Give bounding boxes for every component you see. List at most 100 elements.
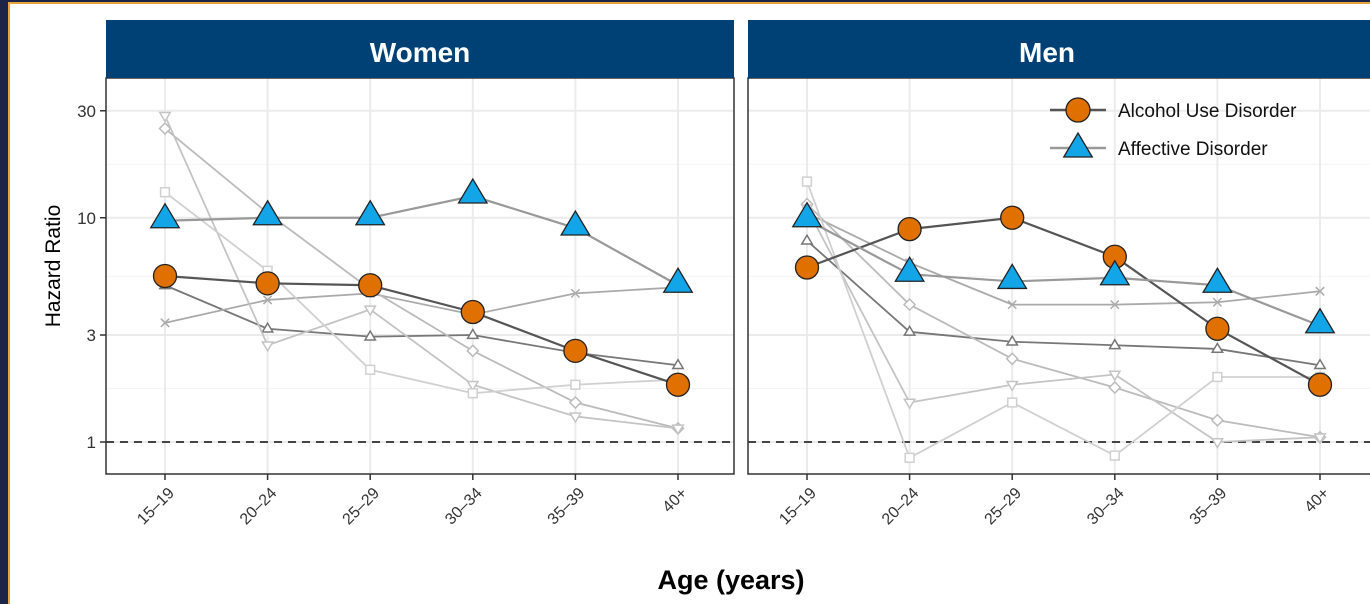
data-point-triangle-down-open	[568, 412, 582, 424]
legend-item: Affective Disorder	[1050, 131, 1268, 160]
data-point-triangle	[560, 209, 591, 236]
x-tick-label: 30–34	[442, 485, 486, 529]
data-point-triangle-down-open	[1005, 380, 1019, 392]
series-line	[164, 286, 679, 324]
x-tick-label: 15–19	[134, 485, 178, 529]
panel-strip	[106, 20, 734, 78]
series-alcohol-use-disorder	[794, 205, 1333, 397]
y-tick-label: 10	[77, 209, 96, 228]
data-point-triangle	[894, 255, 925, 282]
data-point-triangle	[996, 263, 1028, 290]
x-tick-label: 25–29	[340, 485, 384, 529]
data-point-square-open	[1007, 397, 1018, 408]
data-point-circle	[1205, 316, 1230, 341]
x-tick-label: 20–24	[879, 485, 923, 529]
data-point-triangle	[149, 202, 181, 229]
data-point-circle	[460, 299, 485, 325]
data-point-triangle-down-open	[671, 424, 685, 436]
data-point-square-open	[570, 379, 581, 390]
data-point-diamond-open	[568, 395, 582, 410]
data-point-square-open	[1109, 450, 1120, 461]
y-axis-title: Hazard Ratio	[42, 205, 65, 328]
data-point-circle	[1307, 372, 1333, 397]
data-point-triangle	[1202, 266, 1233, 293]
data-point-triangle-open	[363, 329, 377, 341]
series-line	[806, 203, 1321, 439]
data-point-triangle-down-open	[1210, 437, 1224, 449]
series-line	[164, 191, 679, 395]
data-point-circle	[563, 338, 588, 363]
data-point-triangle-open	[800, 233, 814, 245]
data-point-x	[1212, 297, 1223, 307]
data-point-x	[1110, 299, 1120, 310]
x-tick-label: 40+	[1302, 485, 1333, 516]
data-point-triangle-down-open	[158, 111, 172, 123]
data-point-triangle	[1304, 307, 1336, 334]
panel-strip	[748, 20, 1370, 78]
data-point-triangle-down-open	[903, 398, 917, 410]
hazard-ratio-chart: Hazard Ratio Age (years) Women 15–19 20–24…	[42, 20, 1370, 595]
data-point-diamond-open	[1005, 352, 1019, 366]
data-point-triangle-open	[1313, 358, 1327, 370]
data-point-triangle-open	[903, 324, 917, 336]
data-point-triangle-open	[466, 328, 480, 340]
data-point-diamond-open	[1210, 413, 1224, 427]
legend-item: Alcohol Use Disorder	[1050, 97, 1297, 123]
series-other	[800, 233, 1327, 370]
data-point-square-open	[467, 388, 478, 399]
data-point-x	[262, 295, 273, 305]
data-point-square-open	[159, 187, 171, 198]
series-alcohol-use-disorder	[152, 263, 691, 397]
y-tick-label: 1	[87, 433, 96, 452]
series-line	[806, 212, 1321, 306]
panel-title: Women	[370, 37, 471, 68]
series-line	[806, 181, 1320, 460]
series-line	[164, 284, 679, 367]
series-line	[806, 240, 1321, 367]
data-point-x	[570, 288, 581, 299]
series-line	[164, 274, 679, 386]
x-tick-label: 25–29	[982, 485, 1026, 529]
y-tick-label: 30	[77, 102, 96, 121]
data-point-x	[160, 318, 170, 328]
x-tick-label: 40+	[660, 485, 691, 516]
data-point-triangle	[457, 177, 489, 204]
data-point-triangle-down-open	[363, 305, 377, 317]
data-point-circle	[255, 271, 280, 296]
legend: Alcohol Use Disorder Affective Disorder	[1050, 97, 1297, 160]
data-point-triangle-down-open	[1313, 433, 1327, 445]
data-point-diamond-open	[158, 121, 172, 136]
series-line	[164, 194, 679, 287]
panel-men: Men 15–19 20–24 25–29 30–34 35–39 40+	[747, 20, 1370, 529]
legend-triangle-icon	[1062, 131, 1094, 158]
data-point-triangle	[1099, 259, 1131, 286]
data-point-square-open	[365, 364, 376, 375]
data-point-diamond-open	[1108, 380, 1122, 395]
data-point-triangle-down-open	[466, 380, 480, 392]
series-other	[158, 278, 685, 370]
data-point-circle	[152, 263, 178, 289]
data-point-circle	[358, 273, 383, 298]
x-axis-title: Age (years)	[657, 565, 804, 595]
x-tick-label: 15–19	[776, 485, 820, 529]
series-line	[164, 115, 679, 430]
series-line	[806, 218, 1321, 327]
series-line	[806, 216, 1321, 386]
data-point-x	[1315, 286, 1325, 296]
series-affective-disorder	[149, 177, 694, 293]
data-point-triangle	[662, 266, 694, 293]
chart-canvas: Hazard Ratio Age (years) Women 15–19 20–24…	[8, 2, 1370, 604]
series-line	[806, 208, 1321, 443]
legend-label: Affective Disorder	[1118, 139, 1268, 160]
data-point-square-open	[904, 452, 915, 463]
data-point-triangle-open	[261, 321, 275, 333]
data-point-circle	[1000, 205, 1025, 230]
data-point-square-open	[1212, 371, 1223, 383]
x-tick-label: 35–39	[545, 485, 589, 529]
data-point-triangle-open	[1108, 338, 1122, 350]
series-line	[164, 127, 679, 430]
data-point-square-open	[801, 176, 813, 187]
data-point-triangle-open	[1210, 341, 1224, 354]
data-point-triangle-open	[1005, 334, 1019, 346]
